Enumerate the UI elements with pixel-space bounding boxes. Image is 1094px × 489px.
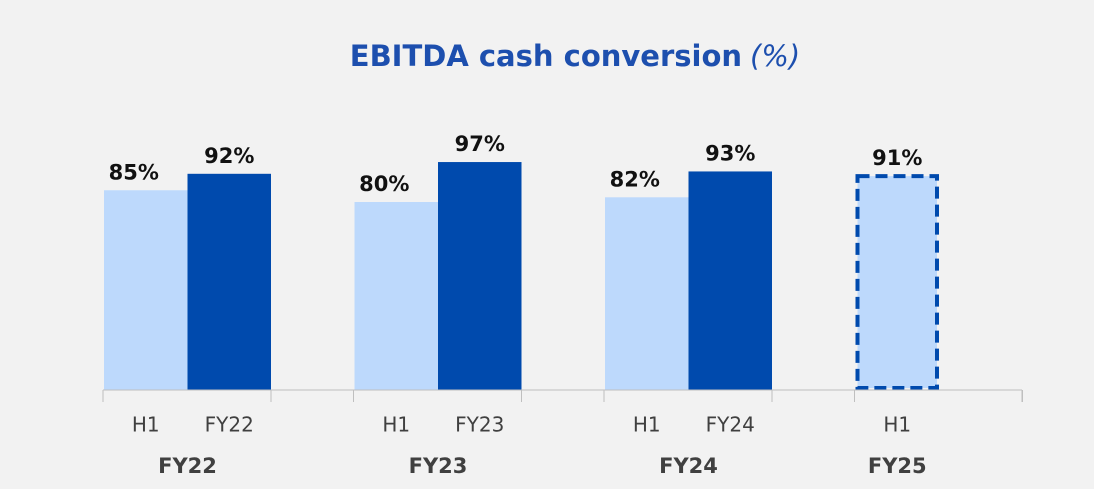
bar (605, 197, 689, 390)
group-label: FY23 (409, 454, 468, 478)
group-label: FY22 (158, 454, 217, 478)
group-label: FY24 (659, 454, 718, 478)
group-label: FY25 (868, 454, 927, 478)
x-tick-label: FY22 (205, 413, 254, 437)
value-label: 82% (610, 167, 660, 191)
x-tick-label: FY23 (455, 413, 504, 437)
x-tick-label: H1 (883, 413, 911, 437)
x-tick-label: H1 (382, 413, 410, 437)
bar (354, 202, 438, 390)
value-label: 80% (359, 172, 409, 196)
value-label: 93% (705, 141, 755, 165)
bar (855, 174, 939, 390)
x-tick-label: H1 (633, 413, 661, 437)
bar (438, 162, 522, 390)
bar (104, 190, 188, 390)
chart-title: EBITDA cash conversion (350, 39, 742, 73)
value-label: 85% (109, 160, 159, 184)
value-label: 97% (455, 132, 505, 156)
x-tick-label: H1 (132, 413, 160, 437)
bar (187, 173, 271, 390)
value-label: 92% (204, 144, 254, 168)
x-tick-label: FY24 (706, 413, 755, 437)
chart-title-line: EBITDA cash conversion (%) (350, 39, 800, 73)
bar (688, 171, 772, 390)
chart-unit: (%) (750, 39, 800, 73)
value-label: 91% (872, 146, 922, 170)
